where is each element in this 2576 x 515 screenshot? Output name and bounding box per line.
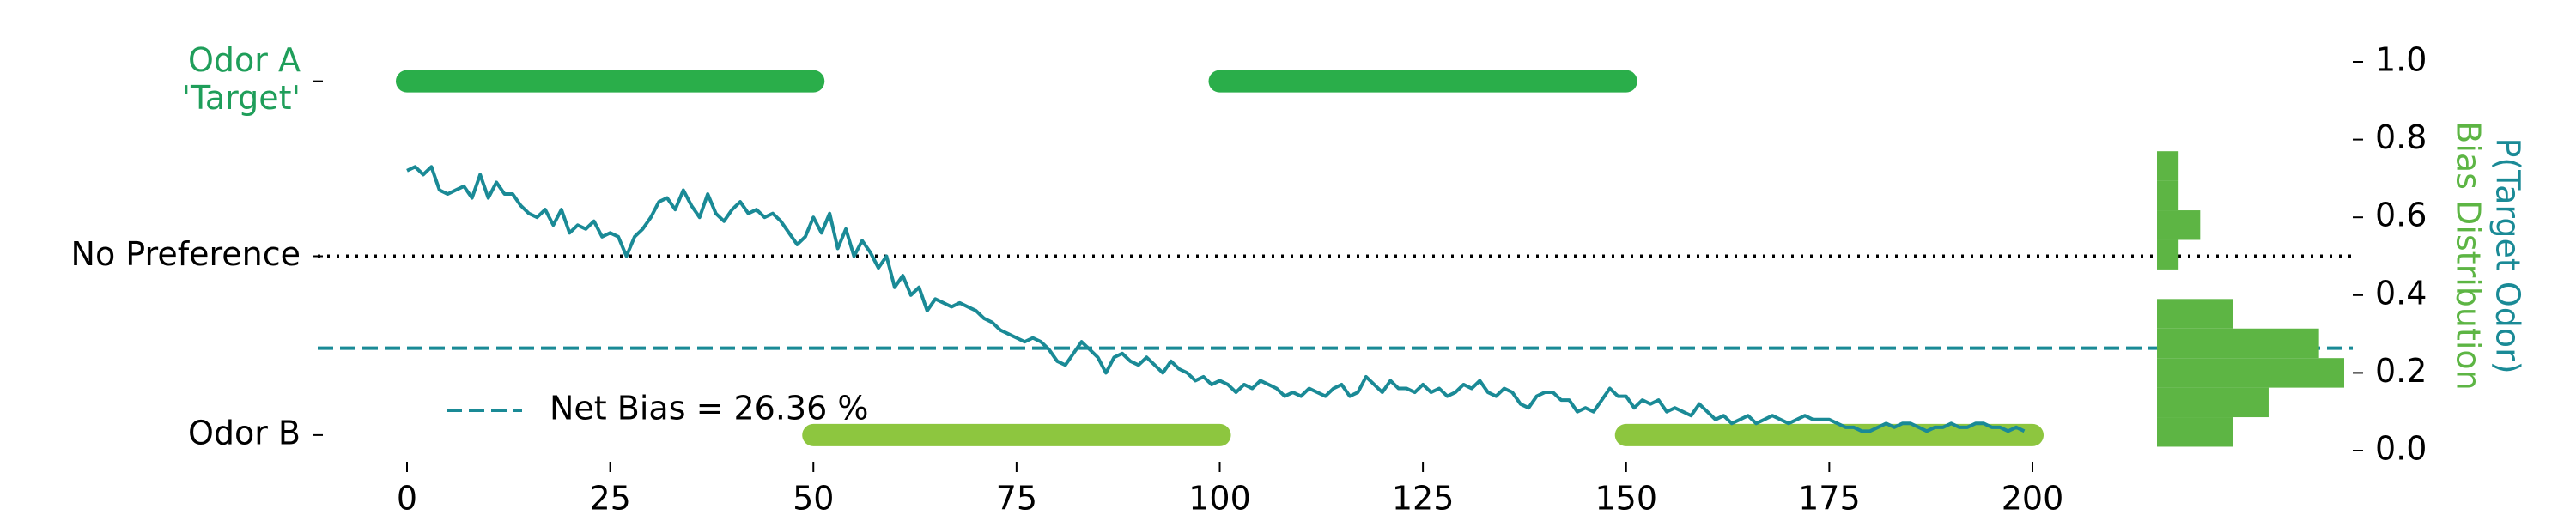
x-tick-label: 0: [397, 480, 417, 515]
left-label: Odor A: [188, 41, 301, 79]
y-axis-label: P(Target Odor): [2489, 137, 2527, 373]
x-tick-label: 50: [793, 480, 834, 515]
histogram-bar: [2157, 151, 2179, 181]
x-tick-label: 175: [1798, 480, 1861, 515]
x-tick-label: 150: [1595, 480, 1657, 515]
data-line: [406, 165, 2026, 433]
y2-axis-label: Bias Distribution: [2450, 121, 2488, 390]
left-label: Odor B: [188, 414, 301, 451]
left-label: No Preference: [71, 235, 301, 273]
y-tick-label: 0.8: [2375, 118, 2427, 156]
x-tick-label: 200: [2002, 480, 2064, 515]
histogram-bar: [2157, 299, 2233, 329]
x-tick-label: 100: [1188, 480, 1251, 515]
y-tick-label: 0.2: [2375, 352, 2427, 390]
histogram-bar: [2157, 417, 2233, 447]
histogram-bar: [2157, 358, 2344, 388]
histogram-bar: [2157, 180, 2179, 211]
legend-label: Net Bias = 26.36 %: [550, 390, 868, 427]
x-tick-label: 75: [996, 480, 1037, 515]
histogram-bar: [2157, 387, 2269, 418]
histogram-bar: [2157, 328, 2319, 359]
x-tick-label: 125: [1392, 480, 1455, 515]
left-label: 'Target': [182, 79, 301, 117]
x-tick-label: 25: [589, 480, 630, 515]
y-tick-label: 0.4: [2375, 274, 2427, 312]
y-tick-label: 0.6: [2375, 197, 2427, 234]
histogram-bar: [2157, 210, 2201, 240]
histogram-bar: [2157, 239, 2179, 270]
y-tick-label: 0.0: [2375, 430, 2427, 468]
y-tick-label: 1.0: [2375, 41, 2427, 79]
